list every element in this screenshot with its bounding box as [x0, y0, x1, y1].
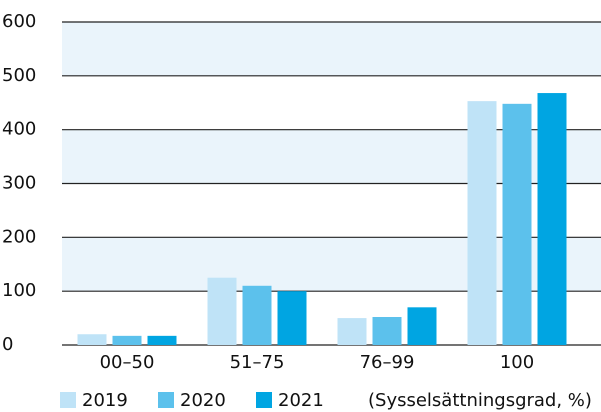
bar	[337, 318, 367, 345]
bar	[277, 291, 307, 345]
y-tick-label: 500	[2, 65, 36, 86]
y-tick-label: 0	[2, 334, 13, 355]
legend-label: 2021	[278, 390, 324, 411]
x-tick-label: 00–50	[100, 352, 155, 373]
y-tick-label: 600	[2, 11, 36, 32]
y-tick-label: 300	[2, 173, 36, 194]
legend-label: 2020	[180, 390, 226, 411]
grid-band	[62, 22, 601, 76]
bar	[467, 101, 497, 345]
y-tick-label: 100	[2, 280, 36, 301]
bar	[502, 103, 532, 346]
bar	[112, 335, 142, 345]
bar	[207, 277, 237, 345]
legend-note: (Sysselsättningsgrad, %)	[368, 390, 592, 411]
x-tick-label: 76–99	[360, 352, 415, 373]
legend-swatch	[60, 392, 76, 408]
bar	[147, 335, 177, 345]
y-tick-label: 200	[2, 226, 36, 247]
y-tick-label: 400	[2, 119, 36, 140]
bar	[242, 285, 272, 345]
x-tick-label: 100	[500, 352, 534, 373]
bar	[372, 317, 402, 345]
bar	[407, 307, 437, 345]
legend-label: 2019	[82, 390, 128, 411]
x-tick-label: 51–75	[230, 352, 285, 373]
legend-swatch	[256, 392, 272, 408]
bar	[77, 334, 107, 345]
bar	[537, 93, 567, 345]
legend-swatch	[158, 392, 174, 408]
